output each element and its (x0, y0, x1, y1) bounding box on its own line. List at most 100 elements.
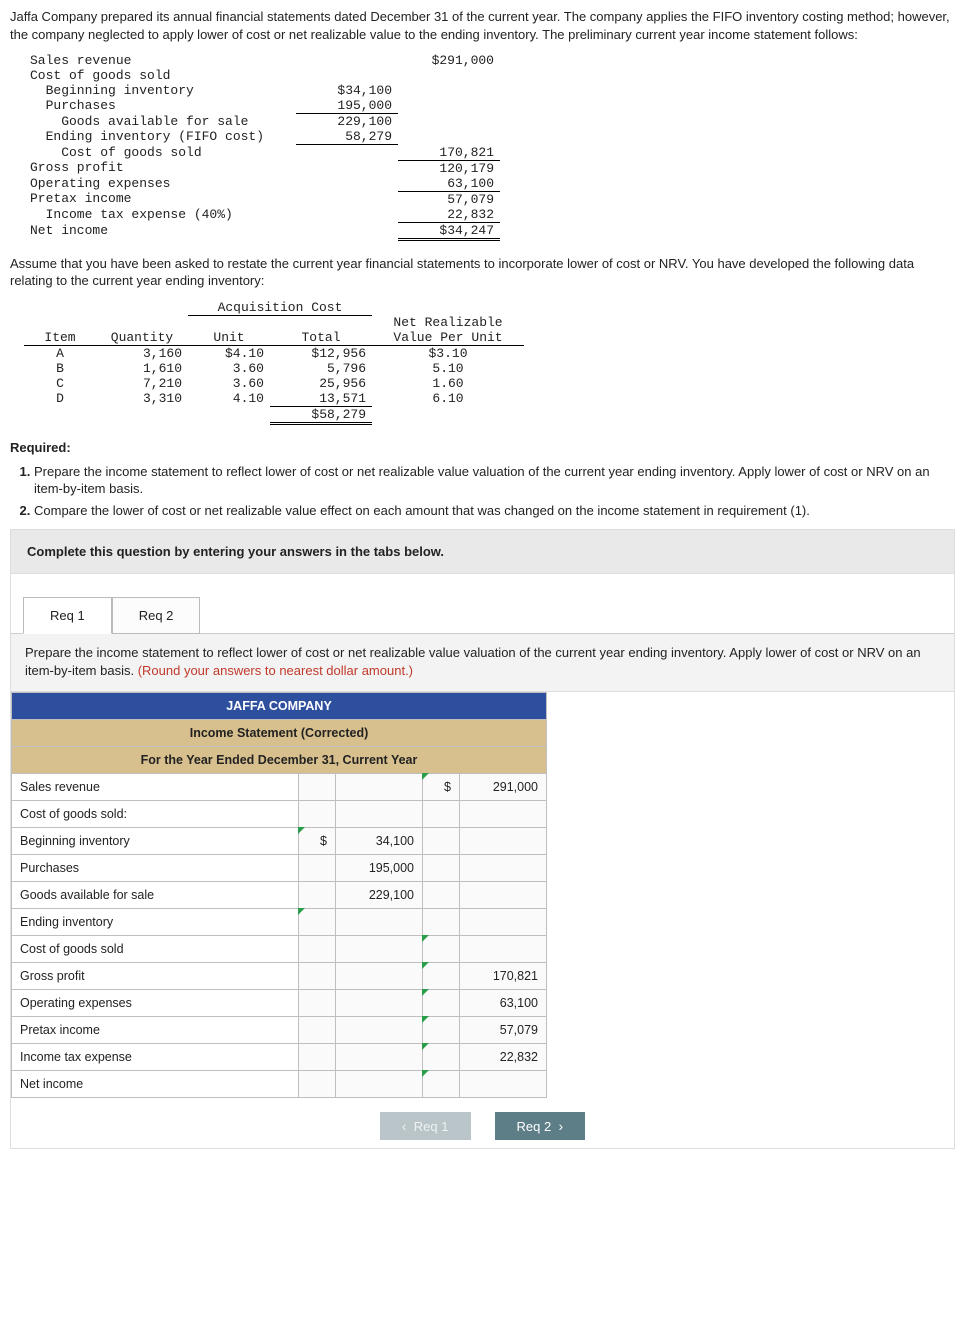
answer-row-label: Net income (12, 1071, 299, 1098)
chevron-right-icon: › (558, 1118, 563, 1134)
inv-unit: 3.60 (188, 361, 270, 376)
prelim-label: Cost of goods sold (24, 145, 296, 161)
prelim-col2 (398, 68, 500, 83)
prelim-label: Income tax expense (40%) (24, 207, 296, 223)
answer-c2-value[interactable] (460, 855, 547, 882)
answer-c1-value[interactable] (336, 990, 423, 1017)
inv-unit: $4.10 (188, 346, 270, 362)
answer-c2-symbol (423, 801, 460, 828)
next-label: Req 2 (517, 1119, 552, 1134)
answer-c1-value[interactable] (336, 1044, 423, 1071)
answer-c2-value[interactable]: 57,079 (460, 1017, 547, 1044)
answer-row-label: Ending inventory (12, 909, 299, 936)
answer-c2-symbol (423, 828, 460, 855)
prelim-col2: 22,832 (398, 207, 500, 223)
answer-row-label: Cost of goods sold (12, 936, 299, 963)
next-button[interactable]: Req 2 › (495, 1112, 586, 1140)
answer-c2-value[interactable]: 63,100 (460, 990, 547, 1017)
required-heading: Required: (10, 439, 955, 457)
answer-c1-symbol (299, 990, 336, 1017)
tabs-row: Req 1 Req 2 (11, 574, 954, 634)
prelim-label: Cost of goods sold (24, 68, 296, 83)
answer-c2-value[interactable]: 291,000 (460, 774, 547, 801)
prelim-col1 (296, 53, 398, 68)
answer-c1-symbol (299, 855, 336, 882)
inv-nrv: 5.10 (372, 361, 524, 376)
prelim-col2: 170,821 (398, 145, 500, 161)
prelim-label: Goods available for sale (24, 114, 296, 130)
prelim-col1 (296, 191, 398, 207)
answer-c2-value[interactable] (460, 828, 547, 855)
answer-box: Complete this question by entering your … (10, 529, 955, 1149)
answer-c1-value[interactable] (336, 1071, 423, 1098)
tab-req1[interactable]: Req 1 (23, 597, 112, 634)
prelim-col2 (398, 114, 500, 130)
answer-c1-value[interactable]: 34,100 (336, 828, 423, 855)
prelim-col1: $34,100 (296, 83, 398, 98)
prelim-label: Sales revenue (24, 53, 296, 68)
answer-row-label: Sales revenue (12, 774, 299, 801)
prelim-label: Pretax income (24, 191, 296, 207)
answer-c2-value[interactable]: 22,832 (460, 1044, 547, 1071)
answer-company: JAFFA COMPANY (12, 693, 547, 720)
answer-c2-symbol (423, 1017, 460, 1044)
answer-c1-symbol: $ (299, 828, 336, 855)
answer-c1-value[interactable] (336, 801, 423, 828)
answer-c2-value[interactable] (460, 936, 547, 963)
tab-req2[interactable]: Req 2 (112, 597, 201, 634)
prelim-label: Gross profit (24, 160, 296, 176)
inv-item: A (24, 346, 96, 362)
prelim-col2: $34,247 (398, 222, 500, 239)
answer-c1-symbol (299, 1071, 336, 1098)
inv-qty-header: Quantity (96, 330, 188, 346)
prelim-label: Beginning inventory (24, 83, 296, 98)
answer-c1-value[interactable] (336, 1017, 423, 1044)
answer-c2-symbol (423, 1044, 460, 1071)
answer-c1-value[interactable]: 229,100 (336, 882, 423, 909)
prelim-label: Ending inventory (FIFO cost) (24, 129, 296, 145)
prelim-col2: 63,100 (398, 176, 500, 192)
prelim-col1 (296, 176, 398, 192)
answer-c1-symbol (299, 909, 336, 936)
answer-c1-value[interactable]: 195,000 (336, 855, 423, 882)
answer-c1-symbol (299, 774, 336, 801)
chevron-left-icon: ‹ (402, 1118, 407, 1134)
prelim-col1 (296, 207, 398, 223)
answer-c2-value[interactable]: 170,821 (460, 963, 547, 990)
intro-text: Jaffa Company prepared its annual financ… (10, 8, 955, 43)
answer-c1-value[interactable] (336, 909, 423, 936)
answer-c2-symbol (423, 990, 460, 1017)
prelim-income-statement: Sales revenue$291,000Cost of goods sold … (24, 53, 500, 241)
inv-total: 5,796 (270, 361, 372, 376)
inv-nrv: 1.60 (372, 376, 524, 391)
inv-nrv-header-1: Net Realizable (372, 315, 524, 330)
answer-row-label: Income tax expense (12, 1044, 299, 1071)
answer-c2-value[interactable] (460, 909, 547, 936)
inv-item: D (24, 391, 96, 407)
answer-c1-value[interactable] (336, 963, 423, 990)
tab-description: Prepare the income statement to reflect … (11, 634, 954, 692)
answer-c1-value[interactable] (336, 936, 423, 963)
answer-c2-symbol (423, 963, 460, 990)
nav-buttons: ‹ Req 1 Req 2 › (11, 1098, 954, 1148)
answer-c2-value[interactable] (460, 882, 547, 909)
prelim-label: Purchases (24, 98, 296, 114)
inv-unit: 3.60 (188, 376, 270, 391)
answer-c2-value[interactable] (460, 801, 547, 828)
answer-c2-symbol (423, 909, 460, 936)
prelim-col2: 120,179 (398, 160, 500, 176)
prelim-col1 (296, 222, 398, 239)
required-item-1: Prepare the income statement to reflect … (34, 463, 955, 498)
answer-c1-symbol (299, 882, 336, 909)
inv-unit-header: Unit (188, 330, 270, 346)
inv-item-header: Item (24, 330, 96, 346)
inv-group-header: Acquisition Cost (188, 300, 372, 316)
prev-label: Req 1 (414, 1119, 449, 1134)
answer-c1-value[interactable] (336, 774, 423, 801)
prev-button[interactable]: ‹ Req 1 (380, 1112, 471, 1140)
inv-nrv: 6.10 (372, 391, 524, 407)
inv-item: B (24, 361, 96, 376)
answer-c2-symbol (423, 936, 460, 963)
answer-c2-value[interactable] (460, 1071, 547, 1098)
answer-c1-symbol (299, 801, 336, 828)
